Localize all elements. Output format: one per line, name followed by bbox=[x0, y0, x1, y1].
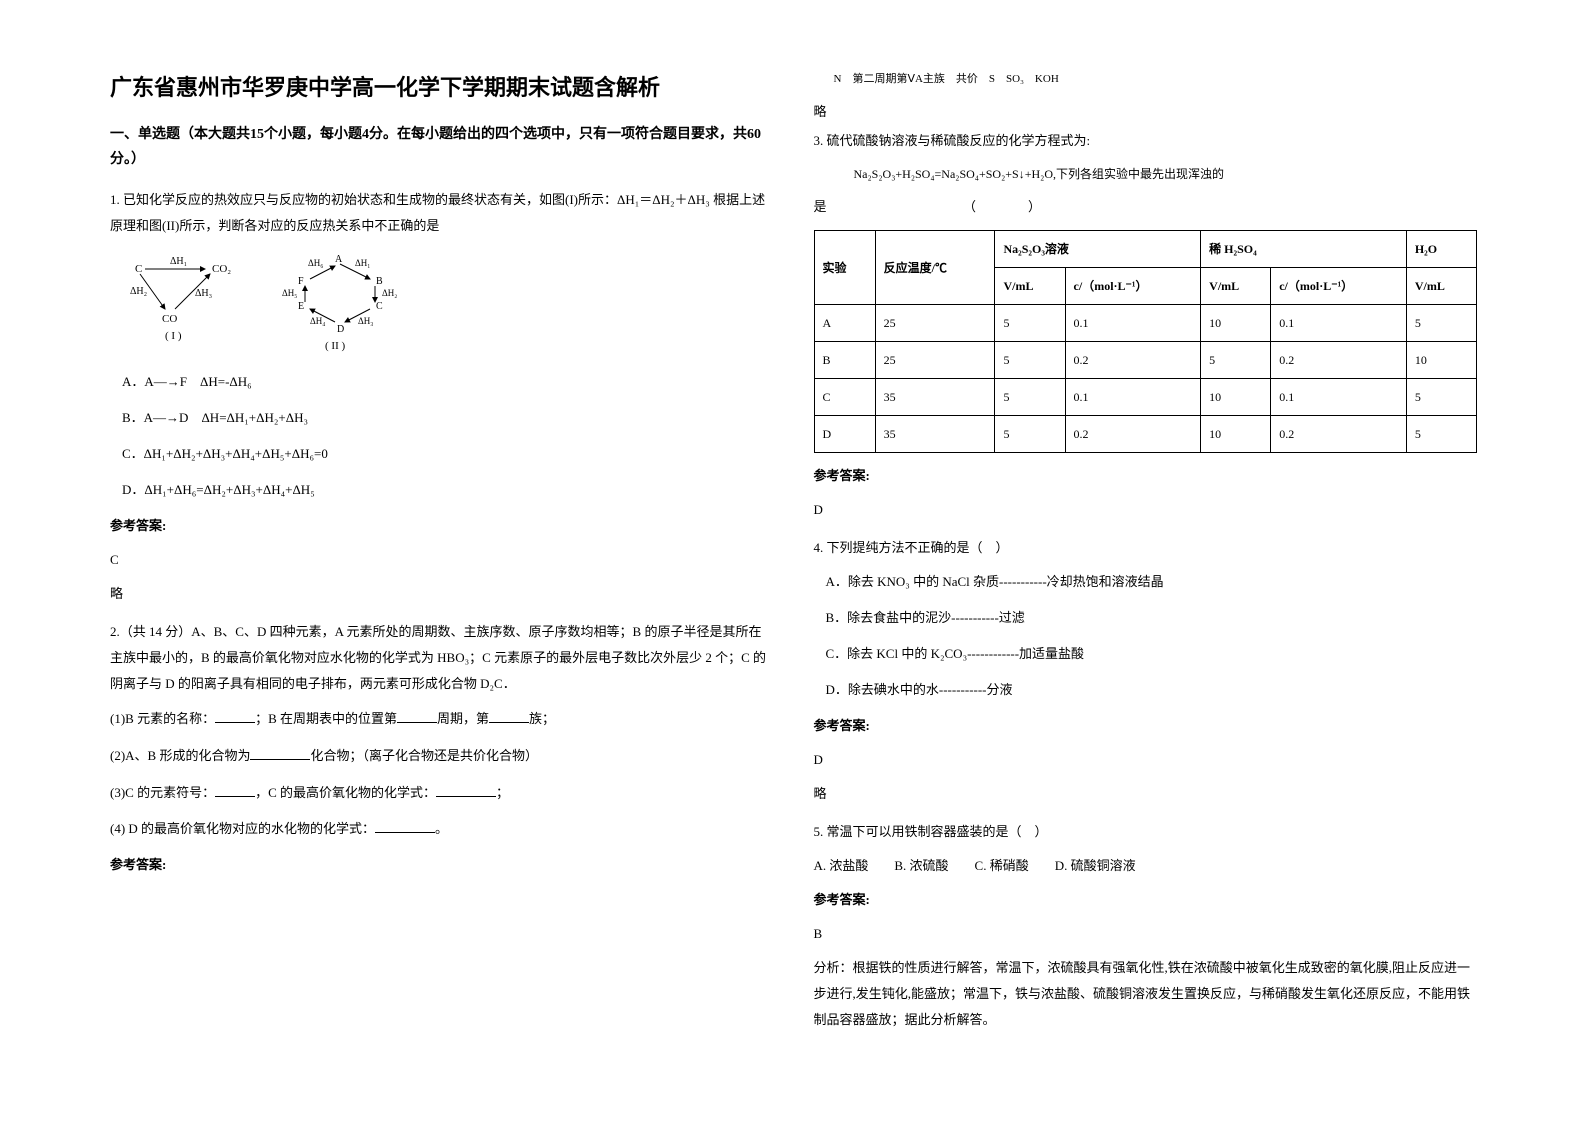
right-column: N 第二周期第ⅤA主族 共价 S SO₃ KOH 略 3. 硫代硫酸钠溶液与稀硫… bbox=[794, 70, 1498, 1052]
q1-option-b: B．A—→D ΔH=ΔH₁+ΔH₂+ΔH₃ bbox=[122, 405, 774, 431]
svg-text:ΔH₆: ΔH₆ bbox=[308, 258, 323, 268]
svg-text:ΔH₁: ΔH₁ bbox=[170, 256, 187, 267]
svg-text:ΔH₂: ΔH₂ bbox=[130, 286, 147, 297]
table-row: A 25 5 0.1 10 0.1 5 bbox=[814, 305, 1477, 342]
q2-sub4: (4) D 的最高价氧化物对应的水化物的化学式：。 bbox=[110, 815, 774, 844]
q4-option-d: D．除去碘水中的水-----------分液 bbox=[826, 677, 1478, 703]
q1-options: A．A—→F ΔH=-ΔH₆ B．A—→D ΔH=ΔH₁+ΔH₂+ΔH₃ C．Δ… bbox=[110, 369, 774, 503]
q3-answer-label: 参考答案: bbox=[814, 463, 1478, 489]
svg-text:ΔH₂: ΔH₂ bbox=[382, 288, 397, 298]
q5-answer-label: 参考答案: bbox=[814, 887, 1478, 913]
th-na-c: c/（mol·L⁻¹） bbox=[1065, 268, 1201, 305]
th-h2o: H₂O bbox=[1406, 231, 1476, 268]
th-na-v: V/mL bbox=[995, 268, 1065, 305]
table-header-row-1: 实验 反应温度/℃ Na₂S₂O₃溶液 稀 H₂SO₄ H₂O bbox=[814, 231, 1477, 268]
svg-text:CO: CO bbox=[162, 313, 177, 325]
diagram-1: C CO₂ CO ΔH₁ ΔH₂ ΔH₃ ( I ) bbox=[130, 254, 240, 354]
diagram-container: C CO₂ CO ΔH₁ ΔH₂ ΔH₃ ( I ) bbox=[110, 254, 774, 354]
svg-text:F: F bbox=[298, 276, 304, 287]
q5-answer: B bbox=[814, 921, 1478, 947]
svg-text:B: B bbox=[376, 276, 383, 287]
q4-option-b: B．除去食盐中的泥沙-----------过滤 bbox=[826, 605, 1478, 631]
diagram-2: A B C D E F ΔH₁ ΔH₂ ΔH₃ ΔH₄ ΔH₅ ΔH₆ ( II… bbox=[280, 254, 400, 354]
q2-sub3: (3)C 的元素符号：，C 的最高价氧化物的化学式：； bbox=[110, 779, 774, 808]
q3-table: 实验 反应温度/℃ Na₂S₂O₃溶液 稀 H₂SO₄ H₂O V/mL c/（… bbox=[814, 230, 1478, 453]
section-header: 一、单选题（本大题共15个小题，每小题4分。在每小题给出的四个选项中，只有一项符… bbox=[110, 122, 774, 172]
svg-text:( I ): ( I ) bbox=[165, 330, 182, 342]
th-h2o-v: V/mL bbox=[1406, 268, 1476, 305]
question-1: 1. 已知化学反应的热效应只与反应物的初始状态和生成物的最终状态有关，如图(I)… bbox=[110, 187, 774, 607]
q4-option-c: C．除去 KCl 中的 K₂CO₃------------加适量盐酸 bbox=[826, 641, 1478, 667]
question-4: 4. 下列提纯方法不正确的是（ ） A．除去 KNO₃ 中的 NaCl 杂质--… bbox=[814, 535, 1478, 807]
th-h2so4-group: 稀 H₂SO₄ bbox=[1201, 231, 1407, 268]
q4-text: 4. 下列提纯方法不正确的是（ ） bbox=[814, 535, 1478, 561]
svg-text:ΔH₄: ΔH₄ bbox=[310, 316, 325, 326]
question-5: 5. 常温下可以用铁制容器盛装的是（ ） A. 浓盐酸 B. 浓硫酸 C. 稀硝… bbox=[814, 819, 1478, 1033]
th-na-group: Na₂S₂O₃溶液 bbox=[995, 231, 1201, 268]
th-exp: 实验 bbox=[814, 231, 875, 305]
table-row: D 35 5 0.2 10 0.2 5 bbox=[814, 416, 1477, 453]
q1-text: 1. 已知化学反应的热效应只与反应物的初始状态和生成物的最终状态有关，如图(I)… bbox=[110, 187, 774, 239]
q2-text: 2.（共 14 分）A、B、C、D 四种元素，A 元素所处的周期数、主族序数、原… bbox=[110, 619, 774, 697]
q4-option-a: A．除去 KNO₃ 中的 NaCl 杂质-----------冷却热饱和溶液结晶 bbox=[826, 569, 1478, 595]
svg-text:CO₂: CO₂ bbox=[212, 263, 231, 275]
q3-formula: Na₂S₂O₃+H₂SO₄=Na₂SO₄+SO₂+S↓+H₂O,下列各组实验中最… bbox=[854, 162, 1478, 186]
q4-answer: D bbox=[814, 747, 1478, 773]
table-row: B 25 5 0.2 5 0.2 10 bbox=[814, 342, 1477, 379]
svg-text:C: C bbox=[376, 301, 383, 312]
q4-note: 略 bbox=[814, 781, 1478, 807]
q5-options-line: A. 浓盐酸 B. 浓硫酸 C. 稀硝酸 D. 硫酸铜溶液 bbox=[814, 853, 1478, 879]
q5-text: 5. 常温下可以用铁制容器盛装的是（ ） bbox=[814, 819, 1478, 845]
svg-text:E: E bbox=[298, 301, 304, 312]
th-h-c: c/（mol·L⁻¹） bbox=[1271, 268, 1407, 305]
q1-note: 略 bbox=[110, 581, 774, 607]
q2-sub2: (2)A、B 形成的化合物为化合物；（离子化合物还是共价化合物） bbox=[110, 742, 774, 771]
q3-answer: D bbox=[814, 497, 1478, 523]
q5-analysis: 分析：根据铁的性质进行解答，常温下，浓硫酸具有强氧化性,铁在浓硫酸中被氧化生成致… bbox=[814, 955, 1478, 1033]
q1-answer: C bbox=[110, 547, 774, 573]
q4-answer-label: 参考答案: bbox=[814, 713, 1478, 739]
q4-options: A．除去 KNO₃ 中的 NaCl 杂质-----------冷却热饱和溶液结晶… bbox=[814, 569, 1478, 703]
q3-text2: 是 （ ） bbox=[814, 194, 1478, 220]
svg-text:D: D bbox=[337, 324, 344, 335]
q3-text: 3. 硫代硫酸钠溶液与稀硫酸反应的化学方程式为: bbox=[814, 128, 1478, 154]
th-temp: 反应温度/℃ bbox=[875, 231, 995, 305]
q2-answer-line: N 第二周期第ⅤA主族 共价 S SO₃ KOH bbox=[834, 70, 1478, 86]
th-h-v: V/mL bbox=[1201, 268, 1271, 305]
left-column: 广东省惠州市华罗庚中学高一化学下学期期末试题含解析 一、单选题（本大题共15个小… bbox=[90, 70, 794, 1052]
q2-answer-label: 参考答案: bbox=[110, 852, 774, 878]
table-row: C 35 5 0.1 10 0.1 5 bbox=[814, 379, 1477, 416]
question-3: 3. 硫代硫酸钠溶液与稀硫酸反应的化学方程式为: Na₂S₂O₃+H₂SO₄=N… bbox=[814, 128, 1478, 523]
question-2: 2.（共 14 分）A、B、C、D 四种元素，A 元素所处的周期数、主族序数、原… bbox=[110, 619, 774, 877]
document-title: 广东省惠州市华罗庚中学高一化学下学期期末试题含解析 bbox=[110, 70, 774, 102]
q2-note: 略 bbox=[814, 101, 1478, 120]
svg-text:ΔH₁: ΔH₁ bbox=[355, 258, 370, 268]
q2-sub1: (1)B 元素的名称：；B 在周期表中的位置第周期，第族； bbox=[110, 705, 774, 734]
svg-text:ΔH₃: ΔH₃ bbox=[358, 316, 373, 326]
svg-text:C: C bbox=[135, 263, 142, 275]
q1-option-d: D．ΔH₁+ΔH₆=ΔH₂+ΔH₃+ΔH₄+ΔH₅ bbox=[122, 477, 774, 503]
svg-text:A: A bbox=[335, 254, 343, 265]
q1-answer-label: 参考答案: bbox=[110, 513, 774, 539]
q1-option-c: C．ΔH₁+ΔH₂+ΔH₃+ΔH₄+ΔH₅+ΔH₆=0 bbox=[122, 441, 774, 467]
q1-option-a: A．A—→F ΔH=-ΔH₆ bbox=[122, 369, 774, 395]
svg-text:ΔH₃: ΔH₃ bbox=[195, 288, 212, 299]
svg-text:( II ): ( II ) bbox=[325, 340, 345, 352]
svg-text:ΔH₅: ΔH₅ bbox=[282, 288, 297, 298]
